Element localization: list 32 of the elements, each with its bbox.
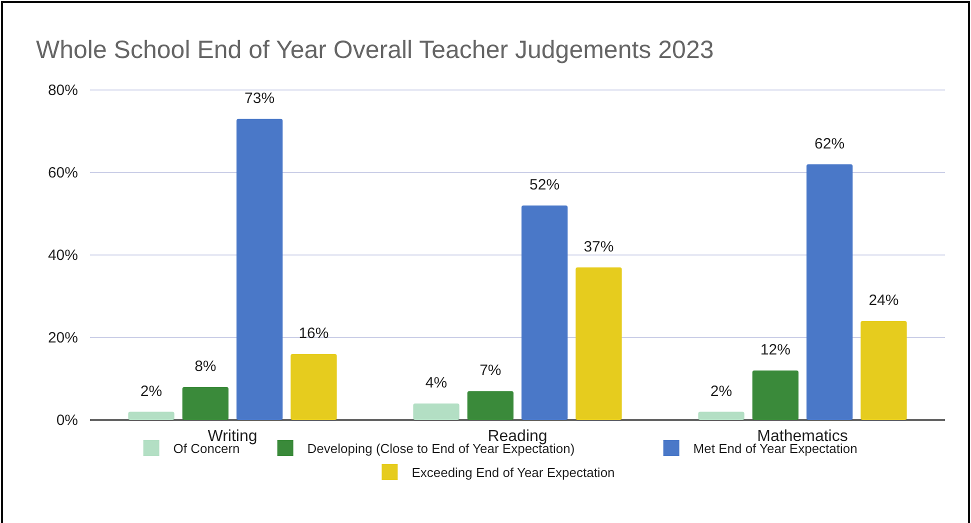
legend-label: Exceeding End of Year Expectation bbox=[412, 465, 615, 480]
data-label: 12% bbox=[760, 342, 790, 358]
data-label: 2% bbox=[140, 382, 162, 400]
y-tick-label: 60% bbox=[48, 164, 78, 182]
bar bbox=[522, 206, 568, 420]
bar bbox=[752, 370, 798, 420]
bar bbox=[182, 387, 228, 420]
data-label: 62% bbox=[814, 135, 845, 152]
data-label: 4% bbox=[425, 374, 448, 392]
bar bbox=[413, 404, 460, 420]
bar bbox=[128, 412, 174, 420]
y-tick-label: 80% bbox=[48, 82, 78, 99]
bar bbox=[806, 164, 853, 420]
bar bbox=[576, 267, 622, 420]
data-label: 37% bbox=[584, 238, 614, 256]
data-label: 2% bbox=[710, 382, 732, 400]
y-tick-label: 40% bbox=[48, 247, 78, 264]
data-label: 52% bbox=[530, 176, 560, 194]
data-label: 24% bbox=[868, 292, 899, 309]
x-tick-label: Reading bbox=[488, 428, 548, 445]
bar bbox=[467, 391, 514, 420]
bar bbox=[698, 412, 744, 420]
y-tick-label: 0% bbox=[56, 412, 78, 429]
bar bbox=[236, 118, 283, 420]
bar bbox=[860, 321, 907, 420]
data-label: 16% bbox=[298, 325, 329, 342]
data-label: 8% bbox=[194, 358, 216, 375]
bar bbox=[290, 354, 337, 420]
data-label: 7% bbox=[480, 362, 502, 380]
chart-title: Whole School End of Year Overall Teacher Judgements 2023 bbox=[36, 36, 714, 64]
data-label: 73% bbox=[244, 90, 275, 107]
y-tick-label: 20% bbox=[48, 330, 78, 346]
